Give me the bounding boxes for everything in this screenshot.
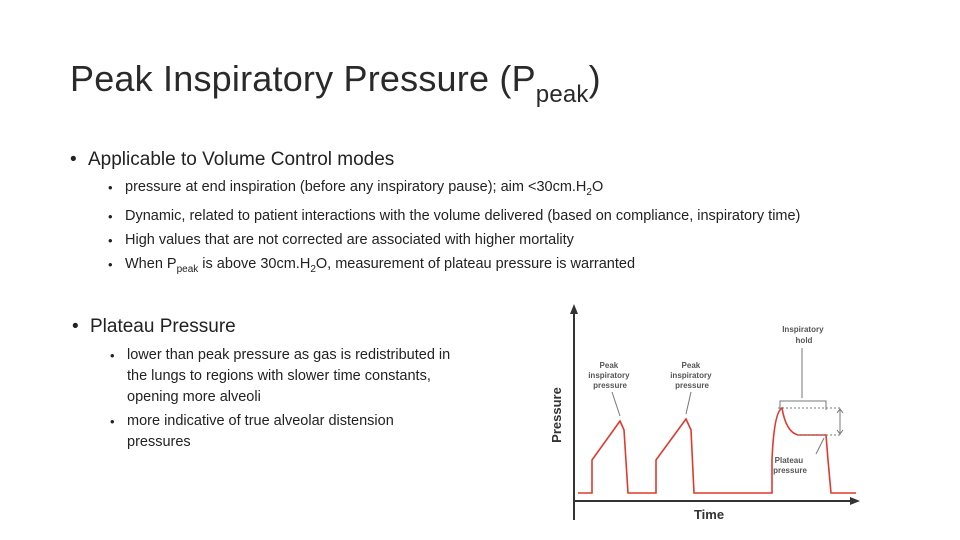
annotation-leaders — [611, 348, 844, 455]
list-item: lower than peak pressure as gas is redis… — [110, 345, 460, 408]
list-item: pressure at end inspiration (before any … — [108, 179, 868, 201]
list-item: High values that are not corrected are a… — [108, 232, 868, 249]
y-axis-label: Pressure — [549, 387, 564, 443]
bullet-icon: • — [72, 316, 79, 337]
section-plateau-heading: • Plateau Pressure — [72, 316, 236, 338]
arrow-up-icon — [570, 304, 578, 314]
hold-annotation: Inspiratory hold — [782, 325, 826, 345]
pressure-time-diagram: Pressure Time Peak inspiratory pressure … — [549, 304, 860, 522]
list-item: more indicative of true alveolar distens… — [110, 411, 460, 453]
bullet-icon: • — [70, 149, 77, 170]
arrow-right-icon — [850, 497, 860, 505]
peak-annotation-2: Peak inspiratory pressure — [670, 361, 714, 390]
section-heading-text: Plateau Pressure — [90, 316, 236, 337]
title-subscript: peak — [535, 81, 589, 108]
list-item: Dynamic, related to patient interactions… — [108, 208, 868, 225]
plateau-annotation: Plateau pressure — [773, 456, 807, 475]
pressure-waveform — [578, 406, 856, 494]
section-volume-control-heading: • Applicable to Volume Control modes — [70, 149, 394, 171]
list-item: When Ppeak is above 30cm.H2O, measuremen… — [108, 256, 868, 278]
slide-title: Peak Inspiratory Pressure (Ppeak) — [70, 58, 601, 109]
section-heading-text: Applicable to Volume Control modes — [88, 149, 395, 170]
volume-control-bullets: pressure at end inspiration (before any … — [108, 179, 868, 285]
title-close-paren: ) — [588, 58, 601, 99]
axes — [570, 304, 860, 520]
peak-annotation-1: Peak inspiratory pressure — [588, 361, 632, 390]
x-axis-label: Time — [694, 507, 724, 522]
plateau-bullets: lower than peak pressure as gas is redis… — [110, 345, 460, 456]
title-text: Peak Inspiratory Pressure (P — [70, 58, 536, 99]
